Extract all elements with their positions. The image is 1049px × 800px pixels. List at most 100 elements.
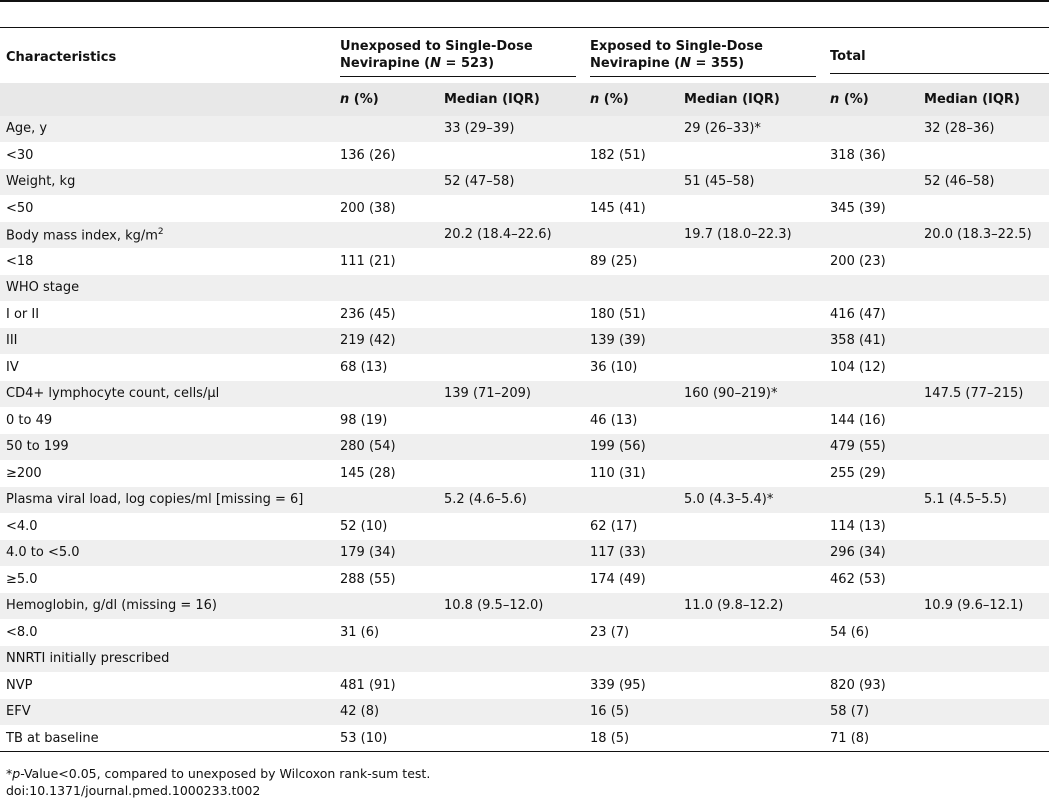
- cell-n-pct: 200 (23): [830, 253, 886, 269]
- cell-n-pct: 236 (45): [340, 306, 396, 322]
- cell-n-pct: [334, 381, 438, 408]
- cell-median: [438, 566, 584, 593]
- header-group-unexposed: Unexposed to Single-Dose Nevirapine (N =…: [334, 28, 584, 83]
- row-label: III: [6, 333, 18, 349]
- row-label: Plasma viral load, log copies/ml [missin…: [6, 492, 304, 508]
- cell-median: [918, 540, 1049, 567]
- cell-n-pct: 62 (17): [590, 518, 638, 534]
- row-label: <50: [6, 200, 34, 216]
- row-label: CD4+ lymphocyte count, cells/µl: [6, 386, 220, 402]
- cell-n-pct: 145 (41): [590, 200, 646, 216]
- cell-median: 10.8 (9.5–12.0): [444, 598, 544, 614]
- cell-n-pct: 71 (8): [830, 730, 870, 746]
- cell-median: [678, 301, 824, 328]
- cell-median: 5.2 (4.6–5.6): [444, 492, 527, 508]
- cell-median: 52 (47–58): [444, 174, 515, 190]
- cell-n-pct: 145 (28): [340, 465, 396, 481]
- table-row: Age, y 33 (29–39) 29 (26–33)* 32 (28–36): [0, 115, 1049, 143]
- cell-median: [918, 248, 1049, 275]
- cell-n-pct: [584, 593, 678, 620]
- cell-n-pct: 114 (13): [830, 518, 886, 534]
- header-group-exposed: Exposed to Single-Dose Nevirapine (N = 3…: [584, 28, 824, 83]
- header-n-pct: n (%): [340, 91, 379, 107]
- cell-n-pct: 255 (29): [830, 465, 886, 481]
- cell-median: [438, 142, 584, 169]
- cell-median: [918, 301, 1049, 328]
- cell-n-pct: [584, 116, 678, 143]
- cell-median: [678, 195, 824, 222]
- cell-median: [438, 460, 584, 487]
- cell-median: 51 (45–58): [684, 174, 755, 190]
- cell-n-pct: 31 (6): [340, 624, 380, 640]
- cell-median: [678, 407, 824, 434]
- table-row: I or II 236 (45) 180 (51) 416 (47): [0, 301, 1049, 328]
- cell-median: [918, 513, 1049, 540]
- cell-median: 20.0 (18.3–22.5): [924, 227, 1032, 243]
- cell-n-pct: 144 (16): [830, 412, 886, 428]
- cell-n-pct: [584, 646, 678, 673]
- cell-median: [438, 540, 584, 567]
- row-label: NVP: [6, 677, 33, 693]
- cell-median: [678, 275, 824, 302]
- table-row: III 219 (42) 139 (39) 358 (41): [0, 327, 1049, 355]
- cell-median: [918, 460, 1049, 487]
- cell-median: [438, 407, 584, 434]
- row-label: ≥5.0: [6, 571, 38, 587]
- cell-median: [918, 566, 1049, 593]
- cell-median: [438, 301, 584, 328]
- cell-n-pct: 139 (39): [590, 333, 646, 349]
- row-label: TB at baseline: [6, 730, 99, 746]
- header-blank: [0, 82, 334, 116]
- cell-n-pct: 23 (7): [590, 624, 630, 640]
- cell-n-pct: 18 (5): [590, 730, 630, 746]
- header-row-subcolumns: n (%) Median (IQR) n (%) Median (IQR) n …: [0, 82, 1049, 116]
- cell-median: [918, 275, 1049, 302]
- row-label: ≥200: [6, 465, 42, 481]
- row-label: IV: [6, 359, 19, 375]
- header-group-total: Total: [824, 28, 1049, 83]
- cell-n-pct: [824, 169, 918, 196]
- cell-n-pct: 339 (95): [590, 677, 646, 693]
- cell-median: [918, 725, 1049, 752]
- cell-n-pct: 416 (47): [830, 306, 886, 322]
- row-label: EFV: [6, 704, 31, 720]
- cell-median: 11.0 (9.8–12.2): [684, 598, 784, 614]
- table-row: 50 to 199 280 (54) 199 (56) 479 (55): [0, 433, 1049, 461]
- table-row: 0 to 49 98 (19) 46 (13) 144 (16): [0, 407, 1049, 434]
- cell-median: 29 (26–33)*: [684, 121, 761, 137]
- cell-n-pct: [334, 593, 438, 620]
- cell-n-pct: 358 (41): [830, 333, 886, 349]
- cell-n-pct: [584, 222, 678, 249]
- cell-n-pct: 104 (12): [830, 359, 886, 375]
- cell-median: [438, 725, 584, 752]
- cell-median: [438, 328, 584, 355]
- cell-median: [678, 619, 824, 646]
- table-row: 4.0 to <5.0 179 (34) 117 (33) 296 (34): [0, 539, 1049, 567]
- cell-n-pct: 179 (34): [340, 545, 396, 561]
- cell-n-pct: 54 (6): [830, 624, 870, 640]
- cell-median: [678, 725, 824, 752]
- cell-n-pct: 98 (19): [340, 412, 388, 428]
- cell-median: [438, 248, 584, 275]
- table-row: CD4+ lymphocyte count, cells/µl 139 (71–2…: [0, 380, 1049, 408]
- cell-median: [918, 434, 1049, 461]
- table-row: Weight, kg 52 (47–58) 51 (45–58) 52 (46–58): [0, 168, 1049, 196]
- cell-median: 147.5 (77–215): [924, 386, 1024, 402]
- cell-n-pct: 180 (51): [590, 306, 646, 322]
- cell-median: [678, 142, 824, 169]
- cell-n-pct: 174 (49): [590, 571, 646, 587]
- table-row: <18 111 (21) 89 (25) 200 (23): [0, 248, 1049, 275]
- cell-n-pct: 820 (93): [830, 677, 886, 693]
- cell-n-pct: [584, 169, 678, 196]
- cell-median: [918, 407, 1049, 434]
- cell-median: [678, 354, 824, 381]
- cell-n-pct: 36 (10): [590, 359, 638, 375]
- top-rule: [0, 0, 1049, 2]
- cell-median: [438, 513, 584, 540]
- table-row: TB at baseline 53 (10) 18 (5) 71 (8): [0, 725, 1049, 752]
- cell-n-pct: [584, 275, 678, 302]
- cell-n-pct: 479 (55): [830, 439, 886, 455]
- cell-median: [918, 672, 1049, 699]
- cell-n-pct: [334, 169, 438, 196]
- row-label: WHO stage: [6, 280, 80, 296]
